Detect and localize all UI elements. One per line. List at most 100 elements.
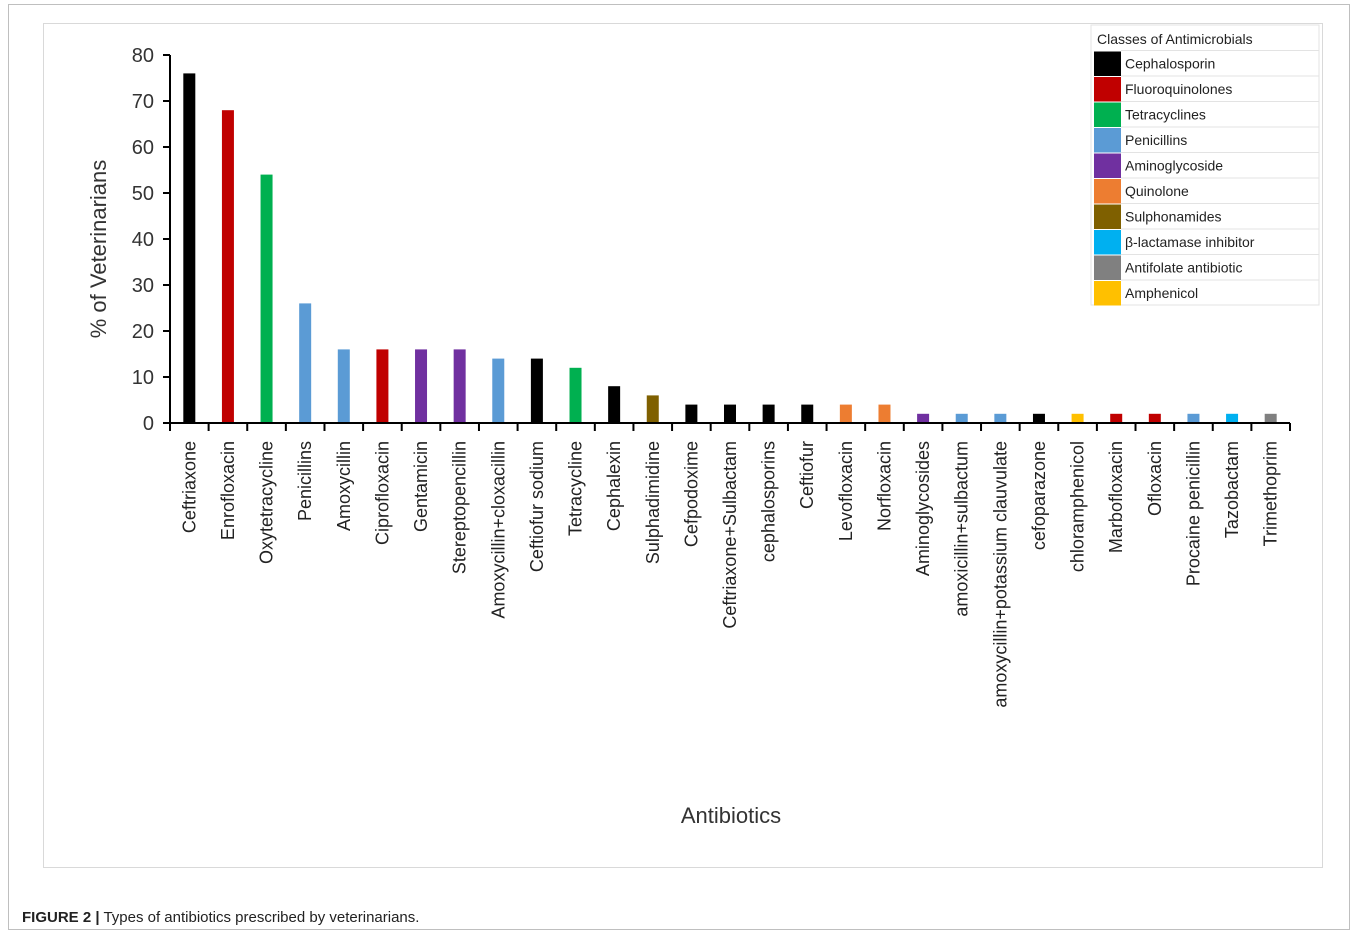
x-tick-label: Enrofloxacin [218,441,238,540]
legend-entry: Quinolone [1125,183,1189,199]
legend-entry: β-lactamase inhibitor [1125,234,1255,250]
x-axis: Ceftriaxone Enrofloxacin Oxytetracycline Pe… [169,422,1291,708]
bar [1264,413,1277,423]
legend-swatch [1094,255,1121,280]
bar [1226,413,1239,423]
y-tick-label: 30 [132,275,154,297]
legend-swatch [1094,230,1121,255]
legend-swatch [1094,102,1121,127]
x-tick-label: Oxytetracycline [257,441,277,564]
y-tick-label: 0 [143,413,154,435]
x-tick-label: Tetracycline [566,441,586,536]
x-tick-label: Gentamicin [411,441,431,532]
x-tick-label: cephalosporins [759,441,779,562]
bar [260,174,273,423]
bar [955,413,968,423]
y-axis-title: % of Veterinarians [86,160,111,339]
x-tick-label: Marbofloxacin [1106,441,1126,553]
x-tick-label: Ciprofloxacin [372,441,392,545]
bar [221,110,234,423]
figure-caption: FIGURE 2 | Types of antibiotics prescrib… [22,909,419,926]
bar [299,303,312,423]
bar [183,73,196,424]
legend-entry: Fluoroquinolones [1125,81,1232,97]
chart-area [43,23,1323,868]
figure-frame [8,4,1350,930]
legend-title: Classes of Antimicrobials [1097,31,1253,47]
bar [492,358,505,423]
bars [183,73,1277,424]
x-tick-label: Levofloxacin [836,441,856,541]
bar [337,349,350,423]
bar [453,349,466,423]
y-tick-label: 50 [132,183,154,205]
x-tick-label: Procaine penicillin [1183,441,1203,586]
caption-label: FIGURE 2 | [22,909,100,926]
x-tick-label: Ceftriaxone+Sulbactam [720,441,740,629]
x-tick-label: Cephalexin [604,441,624,531]
legend-swatch [1094,281,1121,306]
legend-entry: Cephalosporin [1125,56,1215,72]
bar [1071,413,1084,423]
legend-swatch [1094,153,1121,178]
bar [1148,413,1161,423]
x-tick-label: Ofloxacin [1145,441,1165,516]
y-tick-label: 20 [132,321,154,343]
legend-swatch [1094,204,1121,229]
legend-entry: Amphenicol [1125,285,1198,301]
x-tick-label: chloramphenicol [1068,441,1088,572]
bar [839,404,852,423]
y-tick-label: 70 [132,91,154,113]
x-tick-label: Ceftiofur [797,441,817,509]
bar [685,404,698,423]
y-axis: 0 10 20 30 40 50 60 70 80 [132,45,171,435]
x-tick-label: Cefpodoxime [681,441,701,547]
x-tick-label: Trimethoprim [1261,441,1281,546]
x-tick-label: Penicillins [295,441,315,521]
x-tick-label: Tazobactam [1222,441,1242,538]
x-tick-label: amoxycillin+potassium clauvulate [990,441,1010,708]
legend-swatch [1094,179,1121,204]
bar [1032,413,1045,423]
legend-entry: Aminoglycoside [1125,158,1223,174]
bar [646,395,659,423]
x-tick-label: Norfloxacin [874,441,894,531]
x-tick-label: Aminoglycosides [913,441,933,576]
bar [878,404,891,423]
bar [1187,413,1200,423]
bar [1110,413,1123,423]
bar [801,404,814,423]
legend-swatch [1094,77,1121,102]
bar [762,404,775,423]
legend-swatch [1094,128,1121,153]
x-axis-title: Antibiotics [681,803,781,828]
legend-entry: Penicillins [1125,132,1187,148]
x-tick-label: amoxicillin+sulbactum [952,441,972,617]
x-tick-label: Sulphadimidine [643,441,663,564]
y-tick-label: 40 [132,229,154,251]
bar [917,413,930,423]
x-tick-label: Stereptopencillin [450,441,470,574]
bar [608,386,621,423]
bar [569,367,582,423]
y-tick-label: 80 [132,45,154,67]
legend-box [1090,24,1320,306]
legend-swatch [1094,51,1121,76]
bar [415,349,428,423]
legend-entry: Tetracyclines [1125,107,1206,123]
x-tick-label: cefoparazone [1029,441,1049,550]
y-tick-label: 10 [132,367,154,389]
legend-entry: Sulphonamides [1125,209,1222,225]
x-tick-label: Ceftiofur sodium [527,441,547,572]
bar [376,349,389,423]
x-tick-label: Amoxycillin [334,441,354,531]
legend-entry: Antifolate antibiotic [1125,260,1243,276]
bar [530,358,543,423]
x-tick-label: Amoxycillin+cloxacillin [488,441,508,619]
y-tick-label: 60 [132,137,154,159]
caption-text: Types of antibiotics prescribed by veter… [99,909,420,926]
legend: Classes of Antimicrobials Cephalosporin Fl… [1090,24,1320,306]
x-tick-label: Ceftriaxone [179,441,199,533]
bar [994,413,1007,423]
